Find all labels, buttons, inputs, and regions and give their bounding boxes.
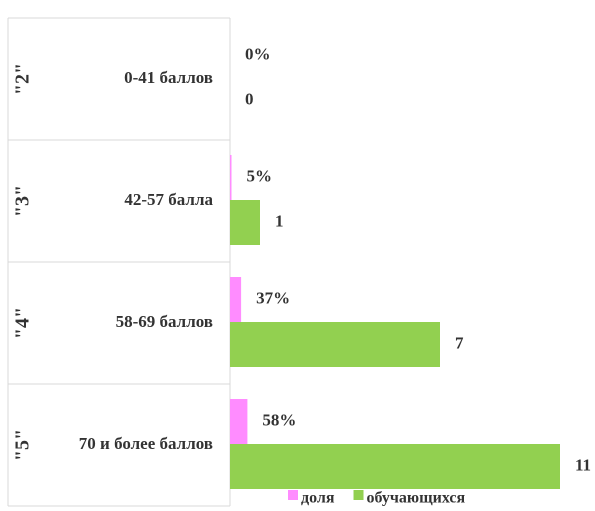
category-label: 0-41 баллов	[124, 68, 213, 87]
value-label: 0	[245, 89, 254, 108]
bar	[230, 322, 440, 367]
bar	[230, 155, 232, 200]
legend-label: обучающихся	[367, 490, 466, 507]
value-label: 58%	[262, 410, 296, 429]
legend-label: доля	[301, 490, 335, 507]
bar	[230, 399, 248, 444]
bar	[230, 444, 560, 489]
legend-swatch	[353, 490, 364, 500]
group-label: "2"	[12, 63, 34, 95]
legend-swatch	[288, 490, 298, 500]
category-label: 70 и более баллов	[79, 434, 213, 453]
category-frame	[7, 17, 231, 507]
bar	[230, 200, 260, 245]
group-label: "4"	[12, 307, 34, 339]
bar	[230, 277, 242, 322]
value-label: 7	[455, 333, 464, 352]
group-label: "3"	[12, 185, 34, 217]
value-label: 11	[575, 455, 591, 474]
value-label: 0%	[245, 44, 271, 63]
category-label: 58-69 баллов	[116, 312, 213, 331]
value-label: 1	[275, 211, 284, 230]
value-label: 5%	[247, 166, 273, 185]
group-label: "5"	[12, 429, 34, 461]
category-label: 42-57 балла	[124, 190, 213, 209]
value-label: 37%	[256, 288, 290, 307]
